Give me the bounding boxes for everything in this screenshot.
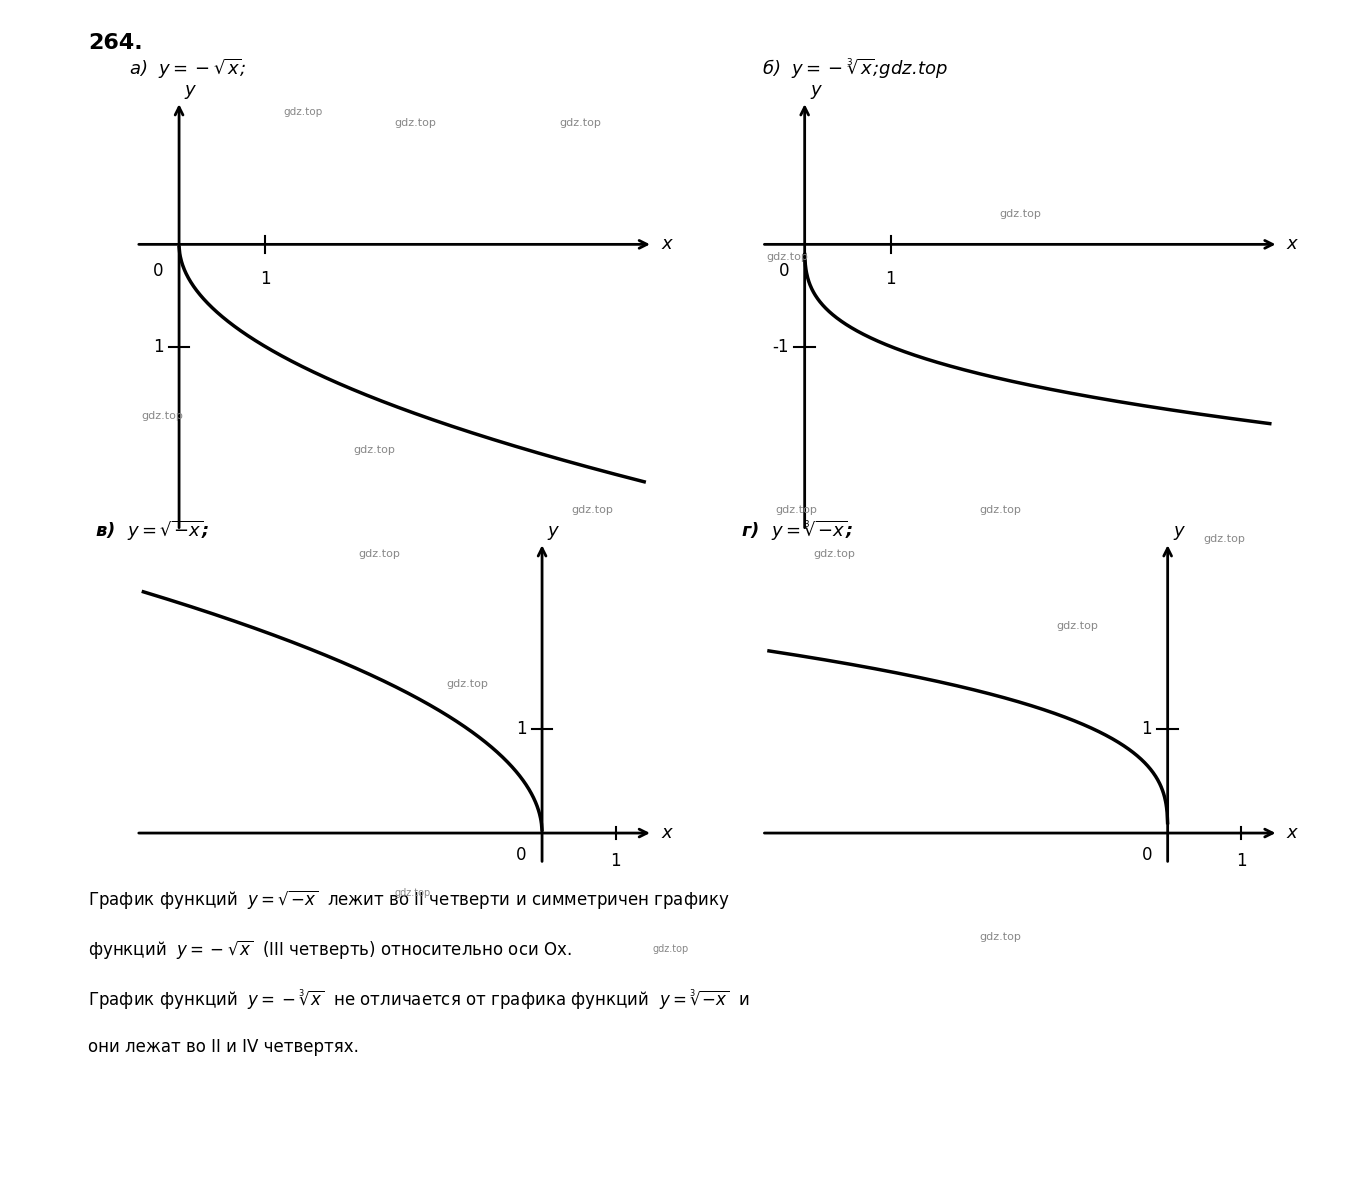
Text: gdz.top: gdz.top — [1057, 621, 1098, 632]
Text: gdz.top: gdz.top — [979, 504, 1021, 515]
Text: 1: 1 — [1236, 852, 1247, 870]
Text: gdz.top: gdz.top — [813, 548, 855, 559]
Text: 264.: 264. — [88, 33, 143, 54]
Text: gdz.top: gdz.top — [358, 548, 400, 559]
Text: gdz.top: gdz.top — [775, 504, 817, 515]
Text: а)  $y = -\sqrt{x}$;: а) $y = -\sqrt{x}$; — [129, 57, 248, 81]
Text: График функций  $y = \sqrt{-x}$  лежит во II четверти и симметричен графику: График функций $y = \sqrt{-x}$ лежит во … — [88, 888, 730, 911]
Text: $y$: $y$ — [184, 83, 197, 101]
Text: 0: 0 — [1141, 846, 1152, 864]
Text: $y$: $y$ — [1172, 524, 1186, 542]
Text: gdz.top: gdz.top — [283, 107, 322, 117]
Text: в)  $y = \sqrt{-x}$;: в) $y = \sqrt{-x}$; — [95, 519, 209, 542]
Text: 1: 1 — [885, 271, 896, 288]
Text: gdz.top: gdz.top — [141, 411, 184, 421]
Text: gdz.top: gdz.top — [571, 504, 613, 515]
Text: gdz.top: gdz.top — [394, 888, 431, 898]
Text: 0: 0 — [515, 846, 526, 864]
Text: gdz.top: gdz.top — [979, 932, 1021, 942]
Text: 1: 1 — [260, 271, 271, 288]
Text: 1: 1 — [611, 852, 622, 870]
Text: gdz.top: gdz.top — [653, 944, 690, 954]
Text: 0: 0 — [154, 261, 163, 280]
Text: $x$: $x$ — [661, 235, 673, 254]
Text: $x$: $x$ — [1287, 235, 1299, 254]
Text: График функций  $y = -\sqrt[3]{x}$  не отличается от графика функций  $y = \sqrt: График функций $y = -\sqrt[3]{x}$ не отл… — [88, 988, 749, 1012]
Text: gdz.top: gdz.top — [560, 118, 601, 129]
Text: 1: 1 — [1141, 720, 1152, 738]
Text: gdz.top: gdz.top — [767, 252, 809, 262]
Text: gdz.top: gdz.top — [1204, 534, 1246, 545]
Text: они лежат во II и IV четвертях.: они лежат во II и IV четвертях. — [88, 1038, 359, 1056]
Text: функций  $y = -\sqrt{x}$  (III четверть) относительно оси Ох.: функций $y = -\sqrt{x}$ (III четверть) о… — [88, 938, 573, 961]
Text: б)  $y = -\sqrt[3]{x}$;gdz.top: б) $y = -\sqrt[3]{x}$;gdz.top — [762, 57, 948, 81]
Text: gdz.top: gdz.top — [394, 118, 437, 129]
Text: gdz.top: gdz.top — [1000, 209, 1042, 219]
Text: 0: 0 — [779, 261, 789, 280]
Text: г)  $y = \sqrt[3]{-x}$;: г) $y = \sqrt[3]{-x}$; — [741, 519, 854, 542]
Text: $y$: $y$ — [547, 524, 560, 542]
Text: $x$: $x$ — [661, 824, 673, 842]
Text: $x$: $x$ — [1287, 824, 1299, 842]
Text: -1: -1 — [772, 337, 789, 355]
Text: $y$: $y$ — [809, 83, 823, 101]
Text: gdz.top: gdz.top — [446, 679, 488, 689]
Text: gdz.top: gdz.top — [354, 445, 394, 455]
Text: 1: 1 — [515, 720, 526, 738]
Text: 1: 1 — [152, 337, 163, 355]
